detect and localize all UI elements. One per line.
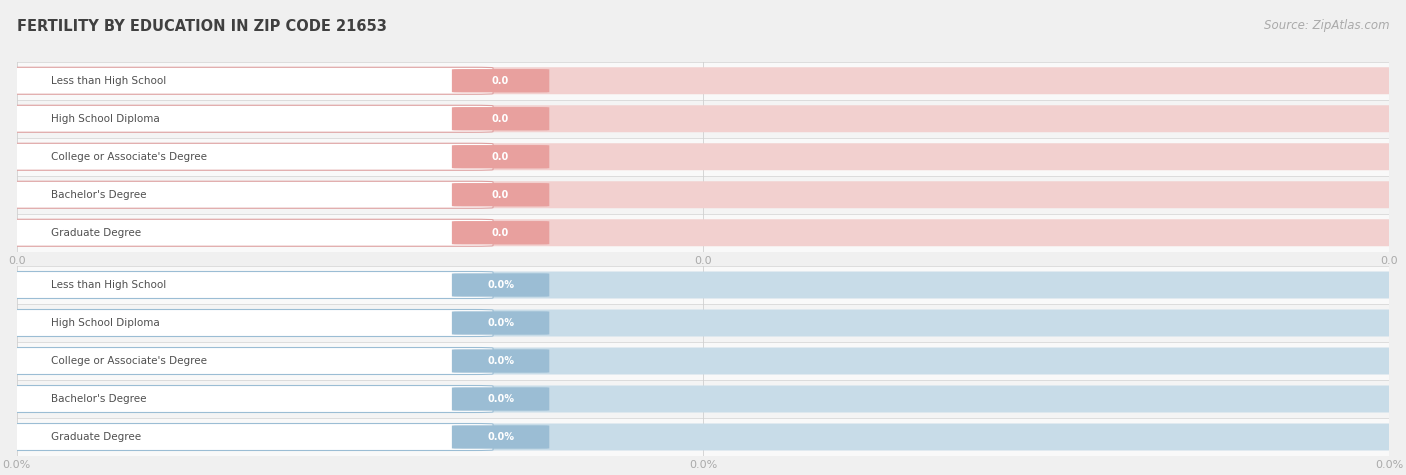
FancyBboxPatch shape [0,272,494,298]
Text: Bachelor's Degree: Bachelor's Degree [51,394,146,404]
FancyBboxPatch shape [0,348,494,374]
FancyBboxPatch shape [451,273,550,297]
Text: 0.0: 0.0 [492,152,509,162]
FancyBboxPatch shape [451,183,550,207]
FancyBboxPatch shape [0,272,1406,298]
Bar [17,342,1389,380]
FancyBboxPatch shape [451,311,550,335]
Text: 0.0%: 0.0% [486,432,515,442]
FancyBboxPatch shape [451,349,550,373]
FancyBboxPatch shape [0,424,494,450]
Bar [17,418,1389,456]
Text: 0.0: 0.0 [492,114,509,124]
Text: 0.0%: 0.0% [486,318,515,328]
FancyBboxPatch shape [0,67,494,94]
Text: Less than High School: Less than High School [51,280,166,290]
Text: Less than High School: Less than High School [51,76,166,86]
Text: 0.0: 0.0 [492,190,509,200]
FancyBboxPatch shape [0,310,494,336]
FancyBboxPatch shape [0,143,494,170]
Bar [17,138,1389,176]
Bar [17,176,1389,214]
FancyBboxPatch shape [0,143,1406,170]
Text: Graduate Degree: Graduate Degree [51,228,142,238]
FancyBboxPatch shape [0,67,1406,94]
FancyBboxPatch shape [0,386,494,412]
Text: 0.0%: 0.0% [486,394,515,404]
Bar [17,100,1389,138]
FancyBboxPatch shape [451,145,550,169]
Bar [17,214,1389,252]
FancyBboxPatch shape [451,221,550,245]
FancyBboxPatch shape [451,387,550,411]
Bar [17,62,1389,100]
FancyBboxPatch shape [0,105,494,132]
FancyBboxPatch shape [0,181,1406,208]
Text: Bachelor's Degree: Bachelor's Degree [51,190,146,200]
FancyBboxPatch shape [0,386,1406,412]
Text: College or Associate's Degree: College or Associate's Degree [51,152,207,162]
FancyBboxPatch shape [451,69,550,93]
Text: 0.0: 0.0 [492,76,509,86]
FancyBboxPatch shape [0,219,494,246]
Text: Graduate Degree: Graduate Degree [51,432,142,442]
FancyBboxPatch shape [451,107,550,131]
Text: College or Associate's Degree: College or Associate's Degree [51,356,207,366]
Text: High School Diploma: High School Diploma [51,114,160,124]
Bar [17,304,1389,342]
Text: 0.0%: 0.0% [486,280,515,290]
Text: 0.0: 0.0 [492,228,509,238]
Bar [17,266,1389,304]
Text: High School Diploma: High School Diploma [51,318,160,328]
Bar [17,380,1389,418]
FancyBboxPatch shape [0,181,494,208]
FancyBboxPatch shape [0,105,1406,132]
Text: 0.0%: 0.0% [486,356,515,366]
FancyBboxPatch shape [451,425,550,449]
Text: Source: ZipAtlas.com: Source: ZipAtlas.com [1264,19,1389,32]
FancyBboxPatch shape [0,348,1406,374]
FancyBboxPatch shape [0,310,1406,336]
Text: FERTILITY BY EDUCATION IN ZIP CODE 21653: FERTILITY BY EDUCATION IN ZIP CODE 21653 [17,19,387,34]
FancyBboxPatch shape [0,424,1406,450]
FancyBboxPatch shape [0,219,1406,246]
